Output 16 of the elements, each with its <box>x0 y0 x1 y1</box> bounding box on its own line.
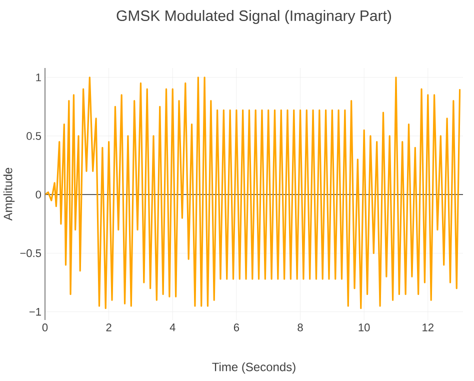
chart-title: GMSK Modulated Signal (Imaginary Part) <box>116 10 392 24</box>
y-tick-label: 0.5 <box>26 132 41 140</box>
y-tick-label: −1 <box>29 308 41 316</box>
x-tick-label: 0 <box>42 324 48 332</box>
y-tick-label: −0.5 <box>20 249 41 258</box>
y-axis-title: Amplitude <box>3 168 15 221</box>
x-tick-label: 4 <box>170 324 176 332</box>
x-tick-label: 8 <box>298 324 303 332</box>
x-axis-title: Time (Seconds) <box>212 362 296 374</box>
x-tick-label: 6 <box>234 324 240 332</box>
x-tick-label: 12 <box>422 324 434 332</box>
line-series <box>45 76 461 310</box>
y-tick-label: 0 <box>36 190 42 198</box>
y-tick-label: 1 <box>36 74 41 82</box>
x-tick-label: 10 <box>358 324 370 332</box>
x-tick-label: 2 <box>106 324 112 332</box>
